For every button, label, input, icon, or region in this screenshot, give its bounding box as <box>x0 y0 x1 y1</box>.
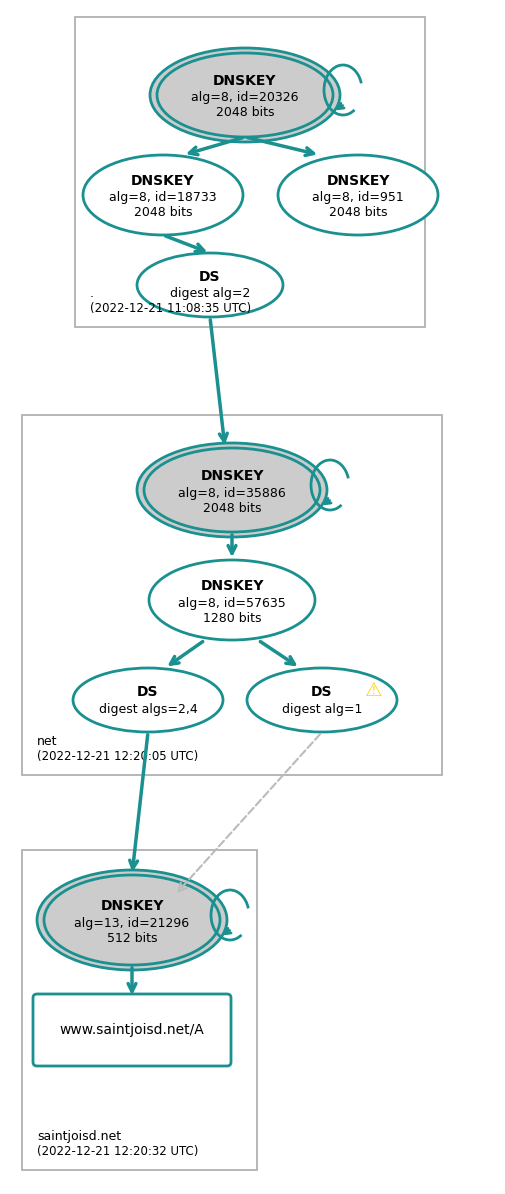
Text: alg=8, id=35886: alg=8, id=35886 <box>178 486 286 499</box>
Text: DNSKEY: DNSKEY <box>200 469 264 484</box>
FancyBboxPatch shape <box>22 850 257 1170</box>
Ellipse shape <box>278 155 438 235</box>
FancyBboxPatch shape <box>75 17 425 327</box>
Text: www.saintjoisd.net/A: www.saintjoisd.net/A <box>60 1023 205 1038</box>
FancyBboxPatch shape <box>33 993 231 1066</box>
Text: (2022-12-21 12:20:32 UTC): (2022-12-21 12:20:32 UTC) <box>37 1145 198 1158</box>
Text: DNSKEY: DNSKEY <box>326 174 390 187</box>
Text: net: net <box>37 736 58 747</box>
Ellipse shape <box>137 253 283 316</box>
Ellipse shape <box>73 667 223 732</box>
Text: DNSKEY: DNSKEY <box>213 74 277 88</box>
Ellipse shape <box>149 560 315 640</box>
Text: saintjoisd.net: saintjoisd.net <box>37 1130 121 1143</box>
Text: DS: DS <box>199 270 221 284</box>
Text: alg=8, id=20326: alg=8, id=20326 <box>191 92 299 105</box>
Text: DS: DS <box>311 685 333 698</box>
Text: alg=8, id=951: alg=8, id=951 <box>312 191 404 204</box>
Text: DNSKEY: DNSKEY <box>131 174 195 187</box>
Text: ⚠: ⚠ <box>365 681 383 700</box>
Text: 2048 bits: 2048 bits <box>329 207 387 220</box>
FancyBboxPatch shape <box>22 416 442 775</box>
Text: alg=8, id=57635: alg=8, id=57635 <box>178 597 286 609</box>
Text: 1280 bits: 1280 bits <box>203 611 261 624</box>
Text: DS: DS <box>137 685 159 698</box>
Ellipse shape <box>83 155 243 235</box>
Text: digest alg=1: digest alg=1 <box>282 702 362 715</box>
Text: alg=13, id=21296: alg=13, id=21296 <box>74 917 189 929</box>
Ellipse shape <box>144 448 320 533</box>
Text: (2022-12-21 12:20:05 UTC): (2022-12-21 12:20:05 UTC) <box>37 750 198 763</box>
Ellipse shape <box>137 443 327 537</box>
Text: alg=8, id=18733: alg=8, id=18733 <box>109 191 217 204</box>
Text: digest algs=2,4: digest algs=2,4 <box>98 702 197 715</box>
Ellipse shape <box>247 667 397 732</box>
Text: 512 bits: 512 bits <box>107 931 157 944</box>
Text: DNSKEY: DNSKEY <box>100 899 164 913</box>
Text: 2048 bits: 2048 bits <box>216 106 274 119</box>
Text: (2022-12-21 11:08:35 UTC): (2022-12-21 11:08:35 UTC) <box>90 302 251 315</box>
Ellipse shape <box>157 53 333 137</box>
Text: 2048 bits: 2048 bits <box>203 501 261 515</box>
Ellipse shape <box>150 48 340 142</box>
Text: 2048 bits: 2048 bits <box>134 207 192 220</box>
Ellipse shape <box>44 875 220 965</box>
Text: digest alg=2: digest alg=2 <box>170 288 250 301</box>
Ellipse shape <box>37 870 227 970</box>
Text: DNSKEY: DNSKEY <box>200 579 264 593</box>
Text: .: . <box>90 287 94 300</box>
